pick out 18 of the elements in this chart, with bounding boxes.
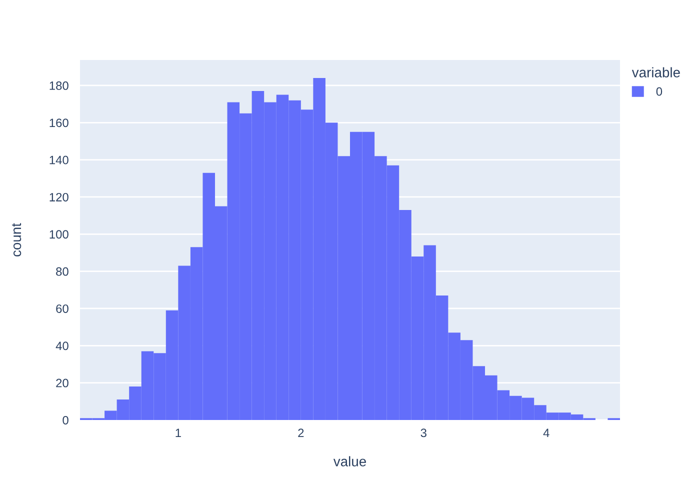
y-tick-label: 180 [50,81,68,90]
x-tick-label: 2 [298,428,304,438]
x-tick-label: 4 [543,428,550,438]
legend-label: 0 [656,87,662,96]
y-tick-label: 60 [56,304,68,313]
y-tick-label: 40 [56,342,68,350]
y-tick-label: 120 [50,192,68,202]
x-tick-label: 1 [176,428,181,438]
legend-title: variable [632,67,680,78]
y-tick-label: 140 [50,156,68,164]
y-axis-title: count [12,223,22,256]
y-tick-label: 20 [56,378,68,388]
y-tick-label: 0 [62,416,68,424]
x-tick-label: 3 [420,428,426,438]
y-tick-label: 80 [56,267,68,276]
y-tick-label: 100 [50,230,68,239]
x-axis-title: value [333,456,366,466]
y-tick-label: 160 [50,118,68,128]
